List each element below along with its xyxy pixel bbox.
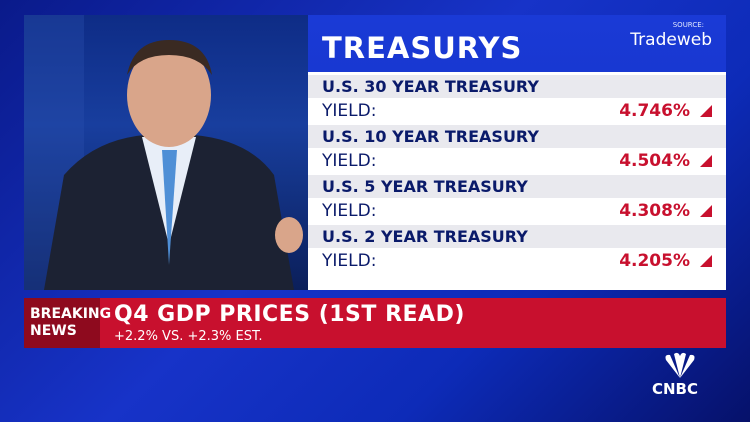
yield-label: YIELD:	[322, 101, 377, 121]
subline: +2.2% VS. +2.3% EST.	[114, 329, 263, 344]
yield-value: 4.308%	[619, 201, 690, 221]
yield-label: YIELD:	[322, 251, 377, 271]
network-logo: CNBC	[652, 380, 699, 398]
face	[127, 43, 211, 147]
source-label: SOURCE:	[672, 21, 704, 29]
yield-table: U.S. 30 YEAR TREASURY YIELD: 4.746% U.S.…	[308, 72, 726, 290]
row-name: U.S. 10 YEAR TREASURY	[308, 125, 726, 148]
up-arrow	[700, 105, 712, 117]
tag-line: BREAKING	[30, 306, 112, 322]
hair	[127, 40, 212, 75]
source-provider: Tradeweb	[630, 30, 712, 50]
yield-row: YIELD: 4.308%	[308, 198, 726, 225]
panel-title: TREASURYS	[322, 31, 523, 65]
yield-label: YIELD:	[322, 201, 377, 221]
peacock-logo	[665, 352, 695, 378]
up-arrow	[700, 255, 712, 267]
presenter-illustration	[24, 15, 303, 290]
row-name: U.S. 30 YEAR TREASURY	[308, 75, 726, 98]
yield-row: YIELD: 4.504%	[308, 148, 726, 175]
yield-row: YIELD: 4.746%	[308, 98, 726, 125]
tag-line: NEWS	[30, 323, 77, 339]
yield-row: YIELD: 4.205%	[308, 248, 726, 275]
breaking-news-bar: BREAKING NEWS Q4 GDP PRICES (1ST READ) +…	[24, 298, 726, 348]
tie	[162, 150, 177, 265]
breaking-tag: BREAKING NEWS	[24, 298, 112, 348]
hand	[275, 217, 303, 253]
treasury-panel: TREASURYS SOURCE: Tradeweb U.S. 30 YEAR …	[308, 15, 726, 290]
studio-video	[24, 15, 308, 290]
yield-value: 4.746%	[619, 101, 690, 121]
yield-label: YIELD:	[322, 151, 377, 171]
row-name: U.S. 5 YEAR TREASURY	[308, 175, 726, 198]
yield-value: 4.205%	[619, 251, 690, 271]
headline: Q4 GDP PRICES (1ST READ)	[114, 302, 465, 327]
up-arrow	[700, 205, 712, 217]
up-arrow	[700, 155, 712, 167]
yield-value: 4.504%	[619, 151, 690, 171]
row-name: U.S. 2 YEAR TREASURY	[308, 225, 726, 248]
